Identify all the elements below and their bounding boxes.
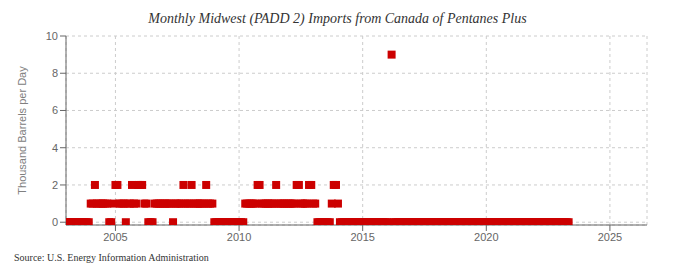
html-text:Source: U.S. Energy Informatio: Source: U.S. Energy Information Administ…: [14, 252, 209, 263]
svg-text:0: 0: [52, 216, 58, 228]
svg-text:10: 10: [46, 30, 58, 42]
svg-text:4: 4: [52, 142, 58, 154]
svg-text:2010: 2010: [227, 231, 251, 243]
svg-text:Thousand Barrels per Day: Thousand Barrels per Day: [16, 66, 28, 195]
html-text:Monthly Midwest (PADD 2) Impor: Monthly Midwest (PADD 2) Imports from Ca…: [148, 11, 527, 26]
svg-text:2020: 2020: [474, 231, 498, 243]
svg-text:2005: 2005: [103, 231, 127, 243]
svg-text:8: 8: [52, 67, 58, 79]
svg-text:2: 2: [52, 179, 58, 191]
svg-text:2025: 2025: [598, 231, 622, 243]
svg-text:6: 6: [52, 104, 58, 116]
svg-text:2015: 2015: [350, 231, 374, 243]
